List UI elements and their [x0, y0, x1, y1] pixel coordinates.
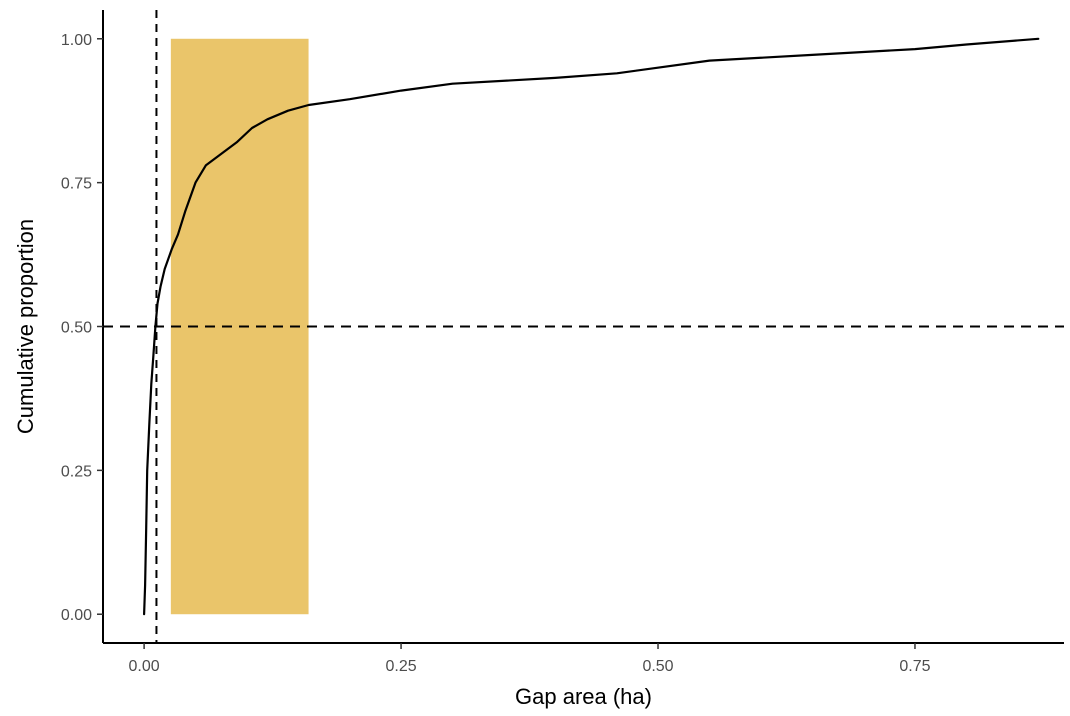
x-tick-label: 0.00: [129, 658, 160, 675]
x-tick-label: 0.50: [642, 658, 673, 675]
y-tick-label: 0.75: [61, 176, 92, 193]
y-axis-title: Cumulative proportion: [13, 219, 38, 434]
cumulative-curve-0: [143, 37, 1040, 616]
y-tick-label: 0.25: [61, 463, 92, 480]
y-tick-label: 0.00: [61, 607, 92, 624]
x-tick-label: 0.75: [899, 658, 930, 675]
x-axis-ticks: 0.00 0.25 0.50 0.75: [129, 643, 931, 675]
x-tick-label: 0.25: [385, 658, 416, 675]
y-axis-ticks: 0.00 0.25 0.50 0.75 1.00: [61, 32, 103, 624]
y-tick-label: 1.00: [61, 32, 92, 49]
x-axis-title: Gap area (ha): [515, 684, 652, 709]
y-tick-label: 0.50: [61, 320, 92, 337]
plot-area: [103, 10, 1064, 643]
